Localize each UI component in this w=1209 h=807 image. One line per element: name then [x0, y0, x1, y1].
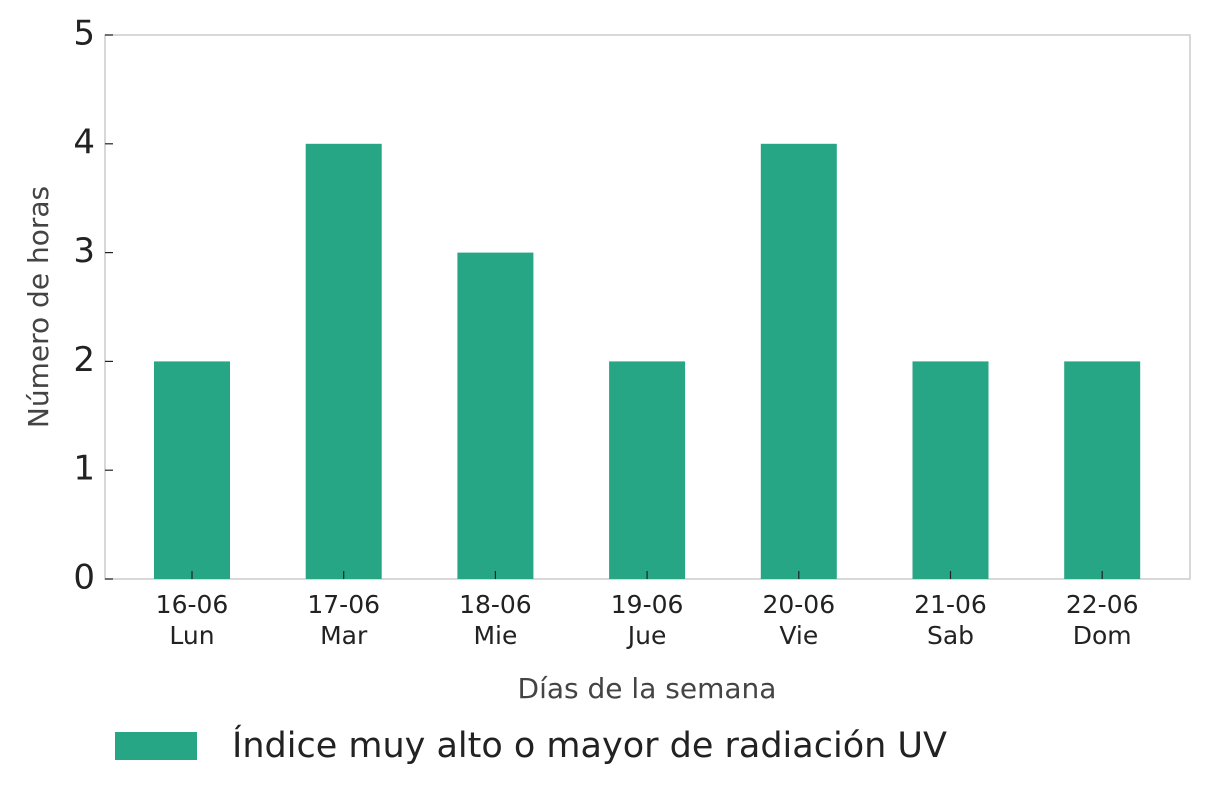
x-tick-label: 22-06 Dom — [1065, 590, 1139, 650]
x-axis-label: Días de la semana — [518, 672, 777, 705]
y-tick-label: 1 — [73, 449, 95, 489]
x-tick-label: 17-06 Mar — [307, 590, 381, 650]
x-tick-label: 19-06 Jue — [610, 590, 684, 650]
y-tick-label: 4 — [73, 122, 95, 162]
x-tick-label: 18-06 Mie — [459, 590, 532, 650]
bar — [154, 361, 230, 579]
legend-label: Índice muy alto o mayor de radiación UV — [232, 724, 947, 766]
x-tick-label: 20-06 Vie — [762, 590, 836, 650]
bar — [457, 252, 534, 579]
legend-swatch — [115, 732, 197, 760]
y-tick-label: 3 — [73, 231, 95, 271]
bar — [1064, 361, 1141, 579]
y-axis-label: Número de horas — [22, 186, 55, 428]
bar — [305, 143, 382, 580]
x-tick-label: 16-06 Lun — [155, 590, 229, 650]
x-tick-label: 21-06 Sab — [914, 590, 987, 650]
bar — [912, 361, 989, 579]
y-tick-label: 0 — [73, 558, 95, 598]
y-tick-label: 2 — [73, 340, 95, 380]
bar — [760, 143, 837, 580]
bar — [609, 361, 686, 579]
y-tick-label: 5 — [73, 14, 95, 54]
